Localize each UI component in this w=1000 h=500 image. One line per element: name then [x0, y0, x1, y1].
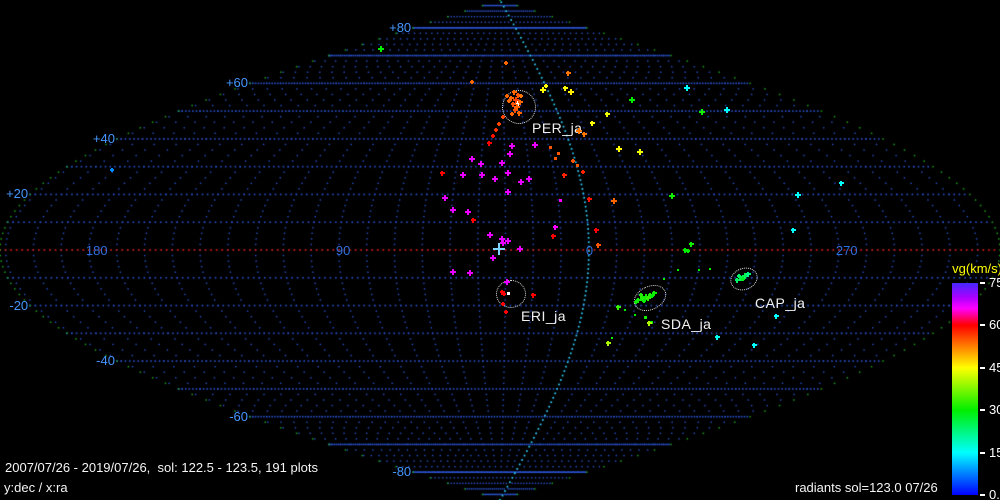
colorbar-tick-label: 15.0 [989, 444, 1000, 460]
colorbar-tick-dash [980, 366, 985, 369]
colorbar-tick-label: 30.0 [989, 402, 1000, 418]
colorbar-tick-dash [980, 451, 985, 454]
radiants-sol-text: radiants sol=123.0 07/26 [795, 480, 938, 495]
colorbar-tick-label: 75.0 [989, 275, 1000, 290]
colorbar-tick-dash [980, 282, 985, 284]
colorbar-tick-dash [980, 409, 985, 412]
date-range-sol-text: 2007/07/26 - 2019/07/26, sol: 122.5 - 12… [5, 460, 318, 475]
colorbar-gradient [952, 283, 978, 495]
colorbar-tick-label: 60.0 [989, 317, 1000, 333]
colorbar-tick-dash [980, 324, 985, 327]
colorbar-tick-dash [980, 494, 985, 496]
colorbar-tick-label: 45.0 [989, 359, 1000, 375]
colorbar-tick-label: 0.0 [989, 487, 1000, 500]
axis-legend-text: y:dec / x:ra [4, 480, 68, 495]
colorbar-title: vg(km/s) [952, 261, 1000, 276]
